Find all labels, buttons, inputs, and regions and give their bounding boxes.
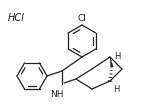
Text: HCl: HCl bbox=[8, 13, 25, 23]
Text: H: H bbox=[114, 52, 120, 61]
Text: Cl: Cl bbox=[78, 14, 86, 23]
Text: H: H bbox=[113, 84, 119, 93]
Polygon shape bbox=[110, 57, 113, 68]
Text: NH: NH bbox=[50, 89, 64, 98]
